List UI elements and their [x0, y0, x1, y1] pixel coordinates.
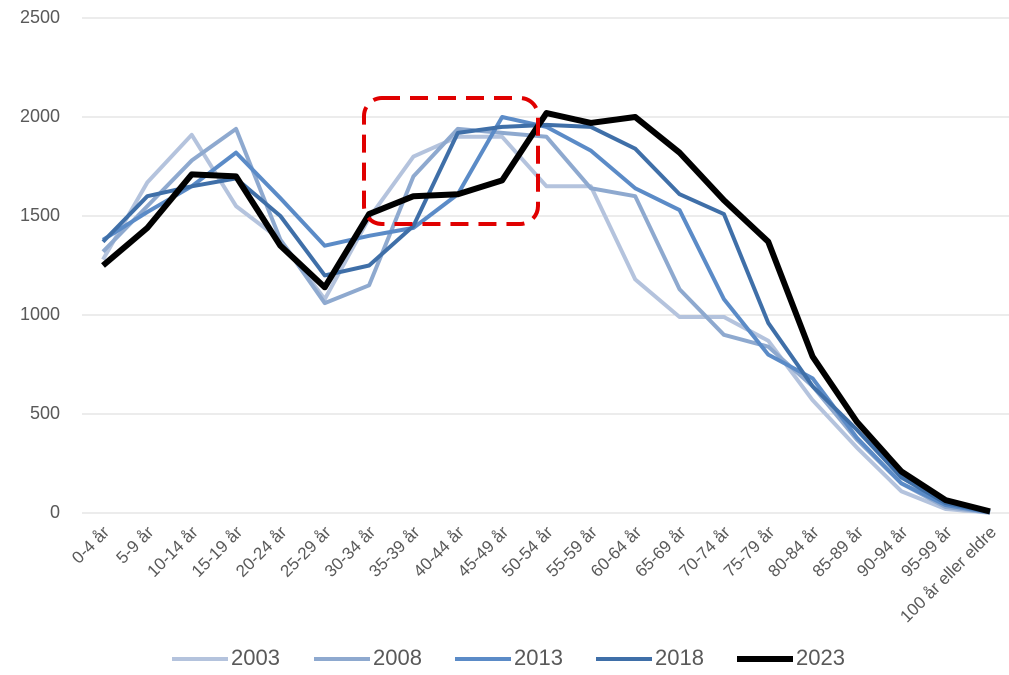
legend-label: 2003: [231, 645, 280, 670]
y-tick-label: 500: [30, 403, 60, 423]
highlight-box: [362, 96, 540, 226]
y-tick-label: 1000: [20, 304, 60, 324]
legend-label: 2018: [655, 645, 704, 670]
series-line: [101, 132, 991, 515]
y-tick-label: 2000: [20, 106, 60, 126]
series-line: [101, 122, 991, 514]
y-tick-label: 1500: [20, 205, 60, 225]
legend-label: 2023: [796, 645, 845, 670]
legend-label: 2008: [373, 645, 422, 670]
legend-label: 2013: [514, 645, 563, 670]
x-tick-label: 0-4 år: [68, 522, 113, 567]
series-line: [101, 110, 991, 515]
y-tick-label: 0: [50, 502, 60, 522]
y-tick-label: 2500: [20, 7, 60, 27]
